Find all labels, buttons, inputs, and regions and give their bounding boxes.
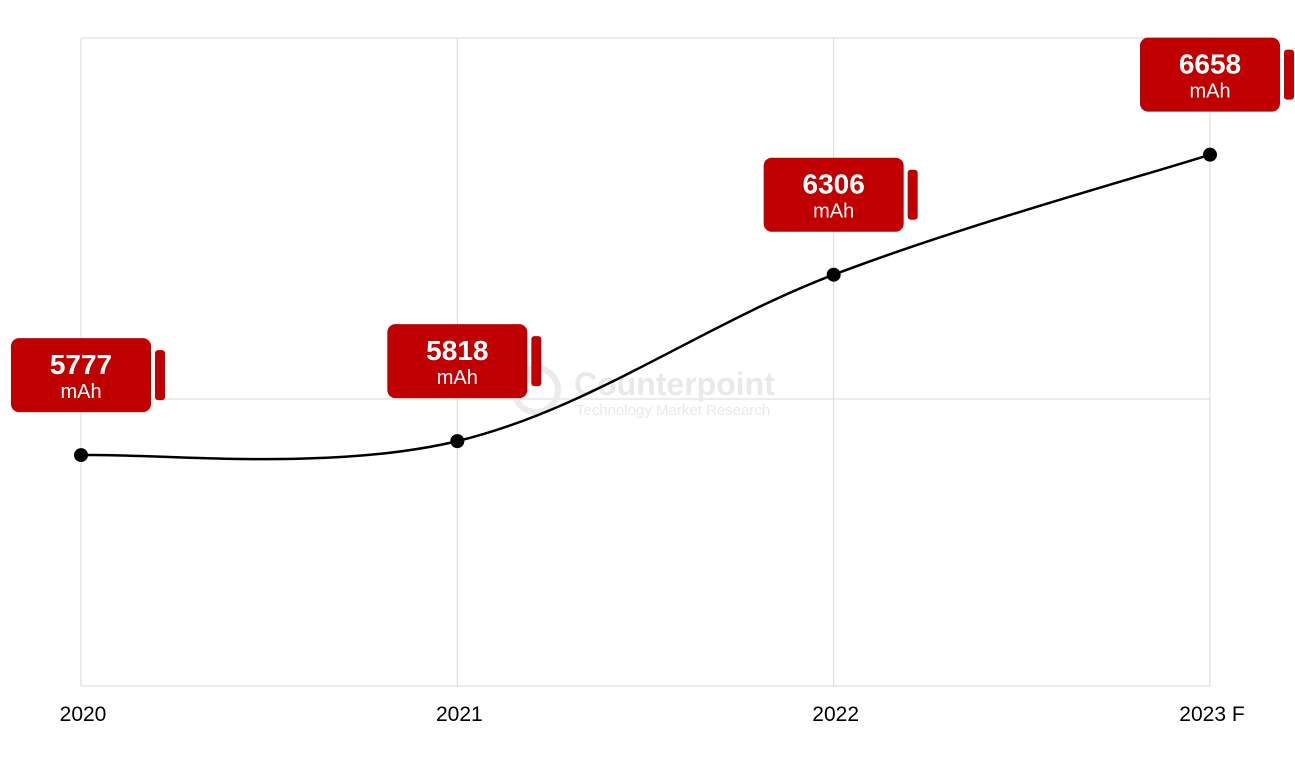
data-label-unit: mAh (1189, 81, 1230, 103)
data-point (1203, 147, 1217, 162)
data-label-value: 5818 (426, 335, 488, 366)
battery-body (387, 324, 528, 399)
watermark-brand: Counterpoint (574, 366, 775, 402)
battery-body (763, 157, 904, 232)
watermark-tagline: Technology Market Research (576, 402, 770, 419)
battery-terminal (155, 350, 165, 401)
data-label-unit: mAh (60, 381, 101, 403)
battery-body (11, 338, 151, 413)
x-tick-label: 2022 (812, 703, 859, 726)
x-tick-label: 2021 (436, 703, 483, 726)
data-label-unit: mAh (437, 367, 478, 389)
data-points (74, 147, 1217, 463)
x-axis-ticks: 2020 2021 2022 2023 F (60, 703, 1245, 726)
data-label-unit: mAh (813, 201, 854, 223)
battery-terminal (907, 169, 918, 220)
data-label-value: 6306 (803, 169, 865, 200)
watermark: Counterpoint Technology Market Research (511, 365, 775, 419)
data-label-value: 5777 (50, 349, 112, 380)
series-line (80, 153, 1211, 461)
battery-terminal (1284, 49, 1294, 100)
data-point (74, 448, 88, 463)
data-label-value: 6658 (1179, 49, 1241, 80)
x-tick-label: 2023 F (1179, 703, 1244, 726)
battery-body (1140, 37, 1280, 112)
battery-terminal (531, 336, 542, 387)
x-tick-label: 2020 (60, 703, 107, 726)
data-point (826, 267, 841, 282)
grid (80, 37, 1211, 687)
data-point (450, 434, 465, 449)
